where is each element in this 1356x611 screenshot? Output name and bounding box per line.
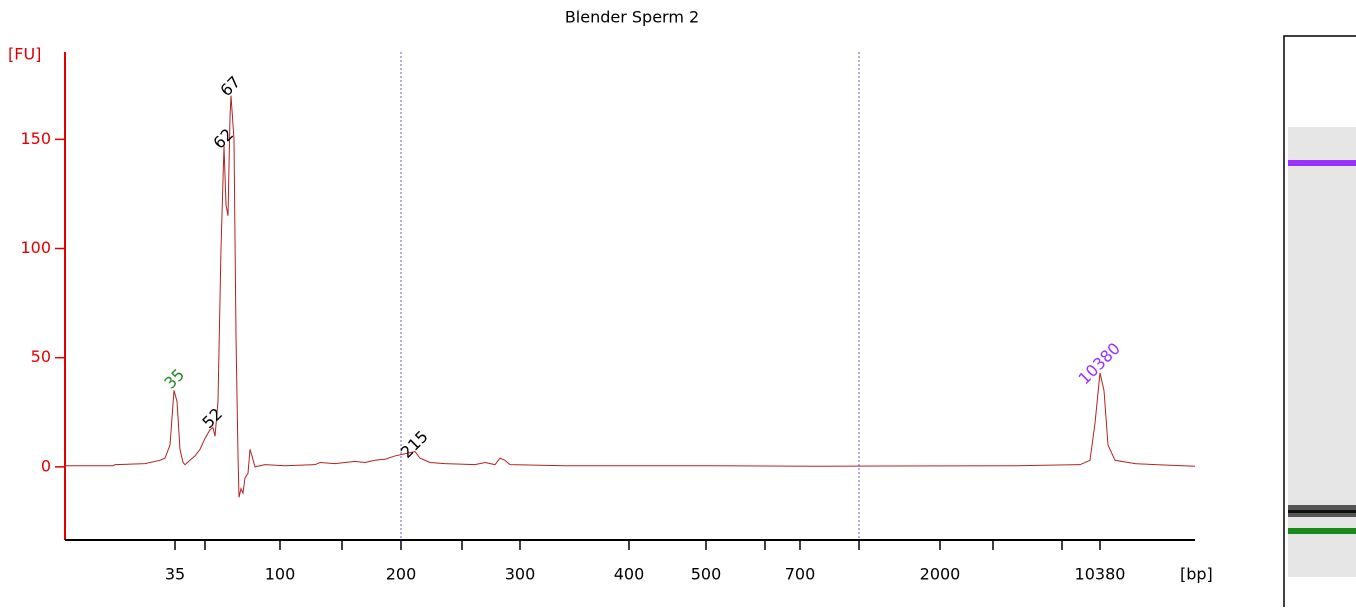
y-tick-label: 150	[20, 129, 51, 148]
x-tick-label: 700	[785, 565, 816, 584]
x-tick-label: 35	[165, 565, 185, 584]
chart-title: Blender Sperm 2	[565, 8, 699, 27]
x-tick-label: 200	[386, 565, 417, 584]
gel-background	[1288, 127, 1356, 577]
gel-band-lower	[1288, 528, 1356, 534]
x-tick-label: 10380	[1075, 565, 1126, 584]
y-tick-label: 50	[31, 347, 51, 366]
x-tick-label: 100	[265, 565, 296, 584]
x-tick-label: 500	[691, 565, 722, 584]
x-tick-label: 400	[614, 565, 645, 584]
y-tick-label: 100	[20, 238, 51, 257]
x-tick-label: 2000	[920, 565, 961, 584]
peak-label: 67	[216, 72, 244, 100]
gel-band-upper	[1288, 160, 1356, 166]
x-axis-label: [bp]	[1180, 565, 1213, 584]
gel-lane	[1283, 35, 1356, 611]
x-tick-label: 300	[505, 565, 536, 584]
gel-band-core	[1288, 510, 1356, 513]
y-tick-label: 0	[41, 456, 51, 475]
trace	[65, 95, 1196, 498]
peak-label: 215	[397, 427, 432, 462]
peak-label: 52	[198, 404, 226, 432]
y-axis-label: [FU]	[8, 45, 41, 64]
peak-label: 35	[160, 365, 188, 393]
